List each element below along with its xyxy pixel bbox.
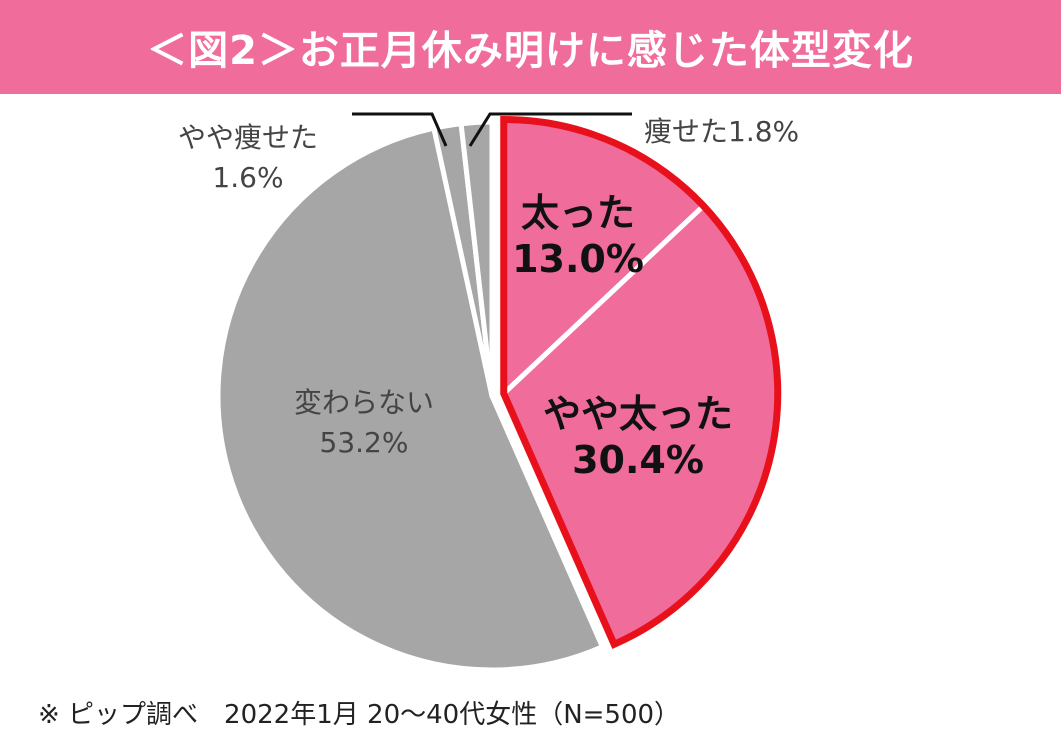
label-slice-1: やや太った 30.4% xyxy=(543,392,733,482)
chart-title: ＜図2＞お正月休み明けに感じた体型変化 xyxy=(147,28,914,74)
label-slice-4-line-0: 痩せた1.8% xyxy=(644,115,799,148)
pie-chart: 太った 13.0% やや太った 30.4% 変わらない 53.2% やや痩せた 1.6% 痩せた… xyxy=(178,112,799,673)
pie-slice-2 xyxy=(215,125,605,673)
label-slice-3: やや痩せた 1.6% xyxy=(178,121,318,194)
label-slice-0-line-0: 太った xyxy=(521,191,635,235)
label-slice-0-line-1: 13.0% xyxy=(512,237,644,281)
leader-line-slice-4 xyxy=(468,112,632,147)
label-slice-2: 変わらない 53.2% xyxy=(294,386,434,459)
label-slice-3-line-0: やや痩せた xyxy=(178,121,318,154)
label-slice-1-line-1: 30.4% xyxy=(572,438,704,482)
label-slice-4: 痩せた1.8% xyxy=(644,115,799,148)
pie-slice-4 xyxy=(458,119,495,399)
title-bar: ＜図2＞お正月休み明けに感じた体型変化 xyxy=(0,0,1061,94)
footnote: ※ ピップ調べ 2022年1月 20〜40代女性（N=500） xyxy=(38,700,681,730)
label-slice-2-line-1: 53.2% xyxy=(320,426,409,459)
leader-line-slice-3 xyxy=(352,112,448,147)
label-slice-3-line-1: 1.6% xyxy=(212,161,283,194)
label-slice-0: 太った 13.0% xyxy=(512,191,644,281)
highlight-border xyxy=(500,116,782,649)
label-slice-1-line-0: やや太った xyxy=(543,392,733,436)
label-slice-2-line-0: 変わらない xyxy=(294,386,434,419)
